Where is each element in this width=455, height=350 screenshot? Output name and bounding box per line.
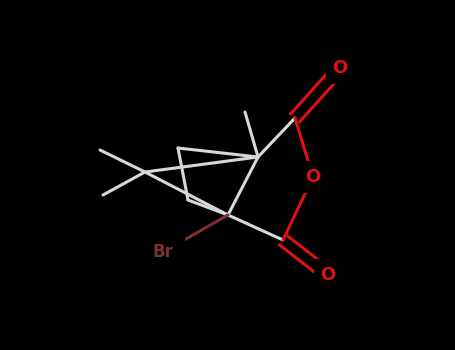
Text: O: O [320,266,336,284]
Text: O: O [305,168,321,186]
Text: O: O [332,59,348,77]
Text: Br: Br [152,243,173,261]
